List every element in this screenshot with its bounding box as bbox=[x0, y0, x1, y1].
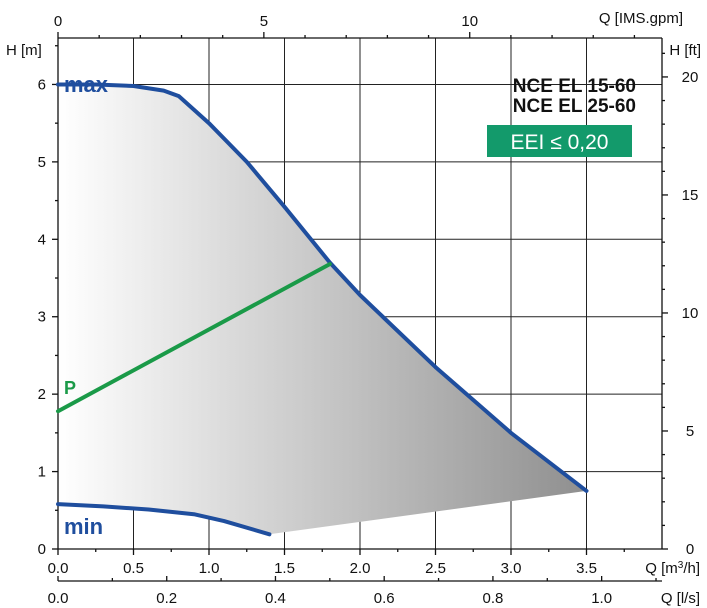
y-right-tick-label: 5 bbox=[686, 423, 694, 440]
y-tick-label: 1 bbox=[38, 464, 46, 481]
y-right-tick-label: 20 bbox=[682, 69, 699, 86]
y-tick-label: 0 bbox=[38, 541, 46, 558]
x-tick-label: 3.0 bbox=[501, 560, 522, 577]
x-tick-label: 0.5 bbox=[123, 560, 144, 577]
x2-axis-label: Q [l/s] bbox=[661, 590, 700, 607]
y-right-tick-label: 15 bbox=[682, 187, 699, 204]
x-tick-label: 0.0 bbox=[48, 560, 69, 577]
tick-labels: 0.0 0.5 1.0 1.5 2.0 2.5 3.0 3.5 0.0 0.2 0.4 0.6 0.8 1… bbox=[6, 10, 701, 607]
x-tick-label: 1.5 bbox=[274, 560, 295, 577]
y-tick-label: 4 bbox=[38, 231, 46, 248]
series-label-p: P bbox=[64, 378, 76, 398]
x2-tick-label: 0.2 bbox=[156, 590, 177, 607]
series-layer bbox=[56, 82, 589, 537]
y-tick-label: 2 bbox=[38, 386, 46, 403]
x2-tick-label: 0.8 bbox=[482, 590, 503, 607]
x2-tick-label: 0.0 bbox=[48, 590, 69, 607]
eei-badge: EEI ≤ 0,20 bbox=[511, 131, 609, 154]
operating-area bbox=[58, 84, 587, 535]
y-right-axis-label: H [ft] bbox=[669, 42, 701, 59]
chart-title-line-2: NCE EL 25-60 bbox=[513, 96, 636, 117]
y-tick-label: 3 bbox=[38, 309, 46, 326]
series-label-max: max bbox=[64, 72, 109, 97]
y-right-tick-label: 0 bbox=[686, 541, 694, 558]
series-line-p bbox=[56, 262, 332, 414]
x2-tick-label: 0.4 bbox=[265, 590, 286, 607]
x2-tick-label: 0.6 bbox=[374, 590, 395, 607]
series-line-min bbox=[56, 502, 272, 537]
top-tick-label: 0 bbox=[54, 13, 62, 30]
series-line-max bbox=[56, 82, 589, 493]
eei-badge-background bbox=[487, 125, 632, 157]
y-axis-label: H [m] bbox=[6, 42, 42, 59]
top-tick-label: 5 bbox=[260, 13, 268, 30]
x-tick-label: 2.0 bbox=[350, 560, 371, 577]
x-tick-label: 1.0 bbox=[199, 560, 220, 577]
y-right-tick-label: 10 bbox=[682, 305, 699, 322]
axes bbox=[52, 32, 668, 582]
y-tick-label: 6 bbox=[38, 76, 46, 93]
x-tick-label: 3.5 bbox=[576, 560, 597, 577]
x-top-axis-label: Q [IMS.gpm] bbox=[599, 10, 683, 27]
top-tick-label: 10 bbox=[461, 13, 478, 30]
series-label-min: min bbox=[64, 514, 103, 539]
chart-title-line-1: NCE EL 15-60 bbox=[513, 76, 636, 97]
x2-tick-label: 1.0 bbox=[591, 590, 612, 607]
y-tick-label: 5 bbox=[38, 154, 46, 171]
x-tick-label: 2.5 bbox=[425, 560, 446, 577]
x-axis-label: Q [m3/h] bbox=[645, 560, 700, 578]
